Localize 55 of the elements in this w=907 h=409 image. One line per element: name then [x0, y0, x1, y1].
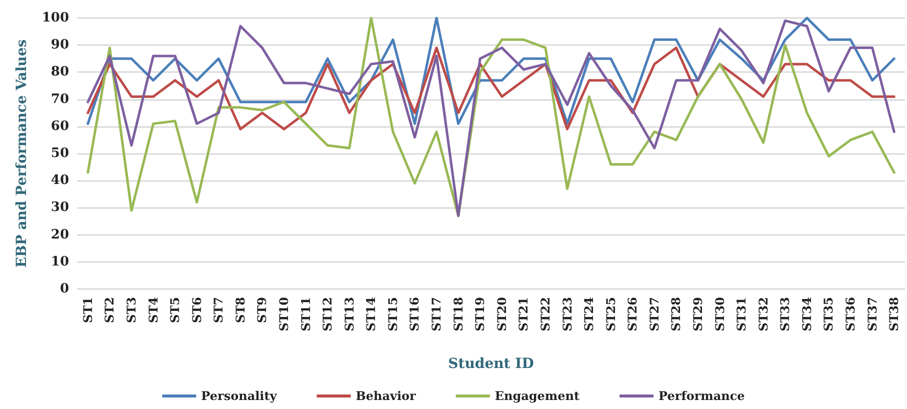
- y-tick-label: 70: [50, 92, 69, 107]
- x-tick-label: ST17: [430, 297, 444, 332]
- x-tick-label: ST30: [712, 297, 727, 332]
- x-tick-label: ST18: [451, 297, 466, 332]
- y-axis-title: EBP and Performance Values: [14, 39, 30, 268]
- x-tick-label: ST23: [560, 297, 574, 332]
- x-tick-label: ST3: [124, 297, 138, 323]
- x-tick-label: ST32: [756, 297, 770, 332]
- x-tick-label: ST29: [691, 297, 705, 332]
- x-tick-label: ST34: [800, 297, 814, 332]
- x-tick-label: ST2: [102, 297, 117, 323]
- x-tick-label: ST21: [516, 297, 531, 332]
- x-tick-label: ST7: [212, 297, 226, 323]
- x-tick-label: ST14: [364, 297, 378, 332]
- x-tick-label: ST31: [734, 297, 749, 332]
- x-tick-label: ST36: [844, 297, 858, 332]
- y-tick-label: 0: [60, 282, 69, 296]
- y-tick-label: 90: [50, 38, 69, 53]
- x-tick-label: ST9: [255, 297, 270, 323]
- x-axis-title: Student ID: [448, 356, 534, 372]
- x-tick-label: ST25: [604, 297, 618, 332]
- y-tick-label: 20: [50, 227, 69, 242]
- y-tick-label: 30: [50, 200, 69, 216]
- x-tick-label: ST12: [320, 297, 335, 332]
- x-tick-label: ST1: [80, 297, 95, 323]
- legend-label: Behavior: [356, 389, 417, 403]
- x-tick-label: ST8: [233, 297, 248, 323]
- y-tick-label: 100: [42, 10, 69, 26]
- x-tick-label: ST20: [494, 297, 509, 332]
- y-tick-label: 50: [50, 146, 69, 161]
- x-tick-label: ST22: [538, 297, 552, 332]
- legend-label: Engagement: [494, 389, 580, 403]
- x-tick-label: ST26: [626, 297, 640, 332]
- x-tick-label: ST4: [146, 297, 160, 323]
- x-tick-label: ST5: [168, 297, 182, 323]
- legend-label: Performance: [658, 389, 746, 403]
- y-tick-label: 40: [50, 173, 69, 188]
- x-tick-label: ST16: [408, 297, 422, 332]
- x-tick-label: ST37: [865, 297, 880, 332]
- x-tick-label: ST33: [778, 297, 792, 332]
- x-tick-label: ST38: [887, 297, 902, 332]
- x-tick-label: ST15: [386, 297, 400, 332]
- x-tick-label: ST10: [277, 297, 291, 332]
- x-tick-label: ST11: [298, 297, 313, 332]
- x-tick-label: ST28: [669, 297, 684, 332]
- x-tick-label: ST19: [473, 297, 488, 332]
- y-tick-label: 10: [50, 254, 69, 270]
- x-tick-label: ST35: [822, 297, 836, 332]
- x-tick-label: ST6: [190, 297, 204, 323]
- x-tick-label: ST27: [647, 297, 662, 332]
- x-tick-label: ST13: [342, 297, 356, 332]
- y-tick-label: 80: [50, 64, 69, 80]
- x-tick-label: ST24: [582, 297, 596, 332]
- y-tick-label: 60: [50, 118, 69, 134]
- legend-label: Personality: [201, 389, 278, 403]
